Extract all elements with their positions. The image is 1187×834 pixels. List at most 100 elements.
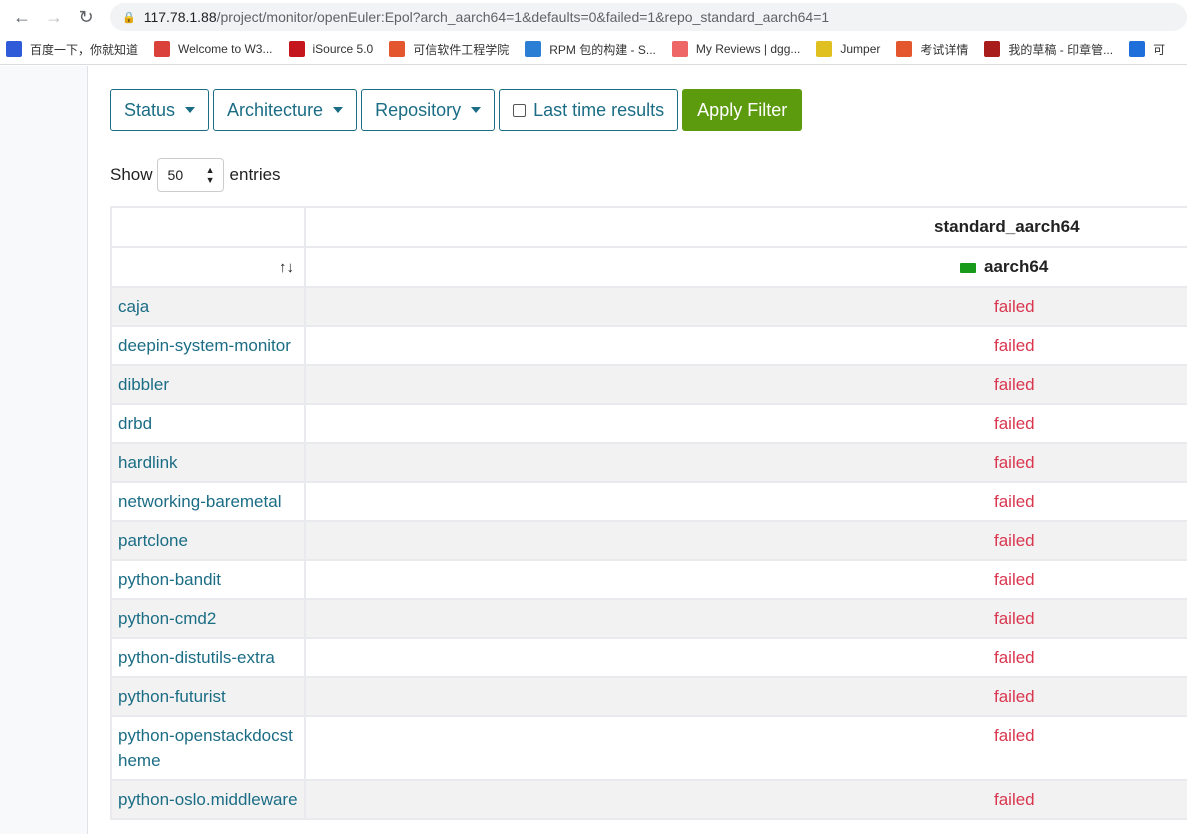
architecture-dropdown[interactable]: Architecture [213,89,358,131]
bookmark-label: Welcome to W3... [178,42,273,56]
arch-header: aarch64 [304,246,1187,288]
address-bar[interactable]: 🔒 117.78.1.88/project/monitor/openEuler:… [110,3,1187,31]
bookmark[interactable]: My Reviews | dgg... [671,41,801,57]
bookmark-label: 我的草稿 - 印章管... [1008,42,1114,57]
package-link[interactable]: hardlink [110,442,306,483]
bookmark-favicon-icon [6,41,22,57]
show-label: Show [110,165,153,184]
bookmark[interactable]: 我的草稿 - 印章管... [984,41,1113,58]
table-row: python-distutils-extra failed [110,637,1187,678]
status-cell[interactable]: failed [304,715,1187,781]
header-empty [110,206,306,248]
bookmark-label: 可 [1153,42,1166,57]
bookmark-favicon-icon [154,41,171,57]
status-cell[interactable]: failed [304,403,1187,444]
truck-icon [960,262,976,273]
bookmark-label: 考试详情 [920,42,969,57]
url-host: 117.78.1.88 [143,9,217,25]
table-row: deepin-system-monitor failed [110,325,1187,366]
main-content: Status Architecture Repository Last time… [110,89,1187,192]
status-cell[interactable]: failed [304,481,1187,522]
status-cell[interactable]: failed [304,559,1187,600]
bookmark-label: RPM 包的构建 - S... [549,42,656,57]
sidebar [0,66,88,834]
forward-icon[interactable]: → [45,6,63,27]
entries-label: entries [229,165,281,184]
bookmark[interactable]: 可信软件工程学院 [389,41,509,58]
checkbox[interactable] [513,103,527,117]
bookmark-favicon-icon [816,41,833,57]
bookmark-label: iSource 5.0 [312,42,374,56]
updown-icon: ▲ ▼ [205,165,215,185]
table-row: python-bandit failed [110,559,1187,600]
status-cell[interactable]: failed [304,676,1187,717]
reload-icon[interactable]: ↻ [78,6,94,27]
package-link[interactable]: dibbler [110,364,306,405]
bookmark-favicon-icon [671,41,688,57]
table-row: dibbler failed [110,364,1187,405]
url-path: /project/monitor/openEuler:Epol?arch_aar… [216,9,830,25]
package-link[interactable]: python-distutils-extra [110,637,306,678]
package-link[interactable]: python-oslo.middleware [110,779,306,820]
table-row: python-oslo.middleware failed [110,779,1187,820]
bookmark[interactable]: Welcome to W3... [154,41,273,57]
caret-down-icon [333,107,344,113]
bookmark-favicon-icon [288,41,305,57]
bookmark-favicon-icon [389,41,406,57]
table-row: partclone failed [110,520,1187,561]
bookmark[interactable]: RPM 包的构建 - S... [525,41,656,58]
browser-toolbar: ← → ↻ 🔒 117.78.1.88/project/monitor/open… [0,0,1187,34]
bookmark-favicon-icon [525,41,542,57]
package-link[interactable]: deepin-system-monitor [110,325,306,366]
bookmark[interactable]: Jumper [816,41,880,57]
apply-filter-button[interactable]: Apply Filter [682,89,803,131]
status-cell[interactable]: failed [304,520,1187,561]
status-cell[interactable]: failed [304,598,1187,639]
status-label: Status [124,99,176,120]
page-length: Show 50 ▲ ▼ entries [110,158,1187,192]
package-link[interactable]: partclone [110,520,306,561]
package-link[interactable]: python-bandit [110,559,306,600]
repo-header: standard_aarch64 [304,206,1187,248]
bookmark-favicon-icon [896,41,913,57]
lock-icon: 🔒 [122,11,136,24]
caret-down-icon [471,107,482,113]
status-cell[interactable]: failed [304,286,1187,327]
status-cell[interactable]: failed [304,364,1187,405]
bookmark-label: 可信软件工程学院 [413,42,510,57]
package-link[interactable]: networking-baremetal [110,481,306,522]
bookmark-label: 百度一下，你就知道 [30,42,139,57]
bookmark[interactable]: iSource 5.0 [288,41,374,57]
entries-value: 50 [167,167,184,183]
repository-dropdown[interactable]: Repository [361,89,496,131]
bookmark[interactable]: 考试详情 [896,41,968,58]
table-row: python-cmd2 failed [110,598,1187,639]
package-link[interactable]: python-openstackdocstheme [110,715,306,781]
caret-down-icon [185,107,196,113]
status-cell[interactable]: failed [304,325,1187,366]
last-time-results-toggle[interactable]: Last time results [499,89,679,131]
package-link[interactable]: caja [110,286,306,327]
filter-bar: Status Architecture Repository Last time… [110,89,1187,131]
package-link[interactable]: python-cmd2 [110,598,306,639]
status-dropdown[interactable]: Status [110,89,210,131]
repository-label: Repository [375,99,462,120]
table-row: hardlink failed [110,442,1187,483]
sort-header[interactable]: ↑↓ [110,246,306,288]
status-cell[interactable]: failed [304,779,1187,820]
last-time-label: Last time results [533,99,665,120]
package-link[interactable]: python-futurist [110,676,306,717]
bookmark[interactable]: 可 [1129,41,1165,58]
back-icon[interactable]: ← [13,6,31,27]
status-cell[interactable]: failed [304,637,1187,678]
arch-label: aarch64 [984,257,1049,276]
bookmark[interactable]: 百度一下，你就知道 [6,41,138,58]
table-row: drbd failed [110,403,1187,444]
bookmark-label: My Reviews | dgg... [695,42,801,56]
status-cell[interactable]: failed [304,442,1187,483]
entries-select[interactable]: 50 ▲ ▼ [156,158,224,192]
package-link[interactable]: drbd [110,403,306,444]
table-row: python-futurist failed [110,676,1187,717]
table-row: networking-baremetal failed [110,481,1187,522]
bookmark-label: Jumper [840,42,881,56]
